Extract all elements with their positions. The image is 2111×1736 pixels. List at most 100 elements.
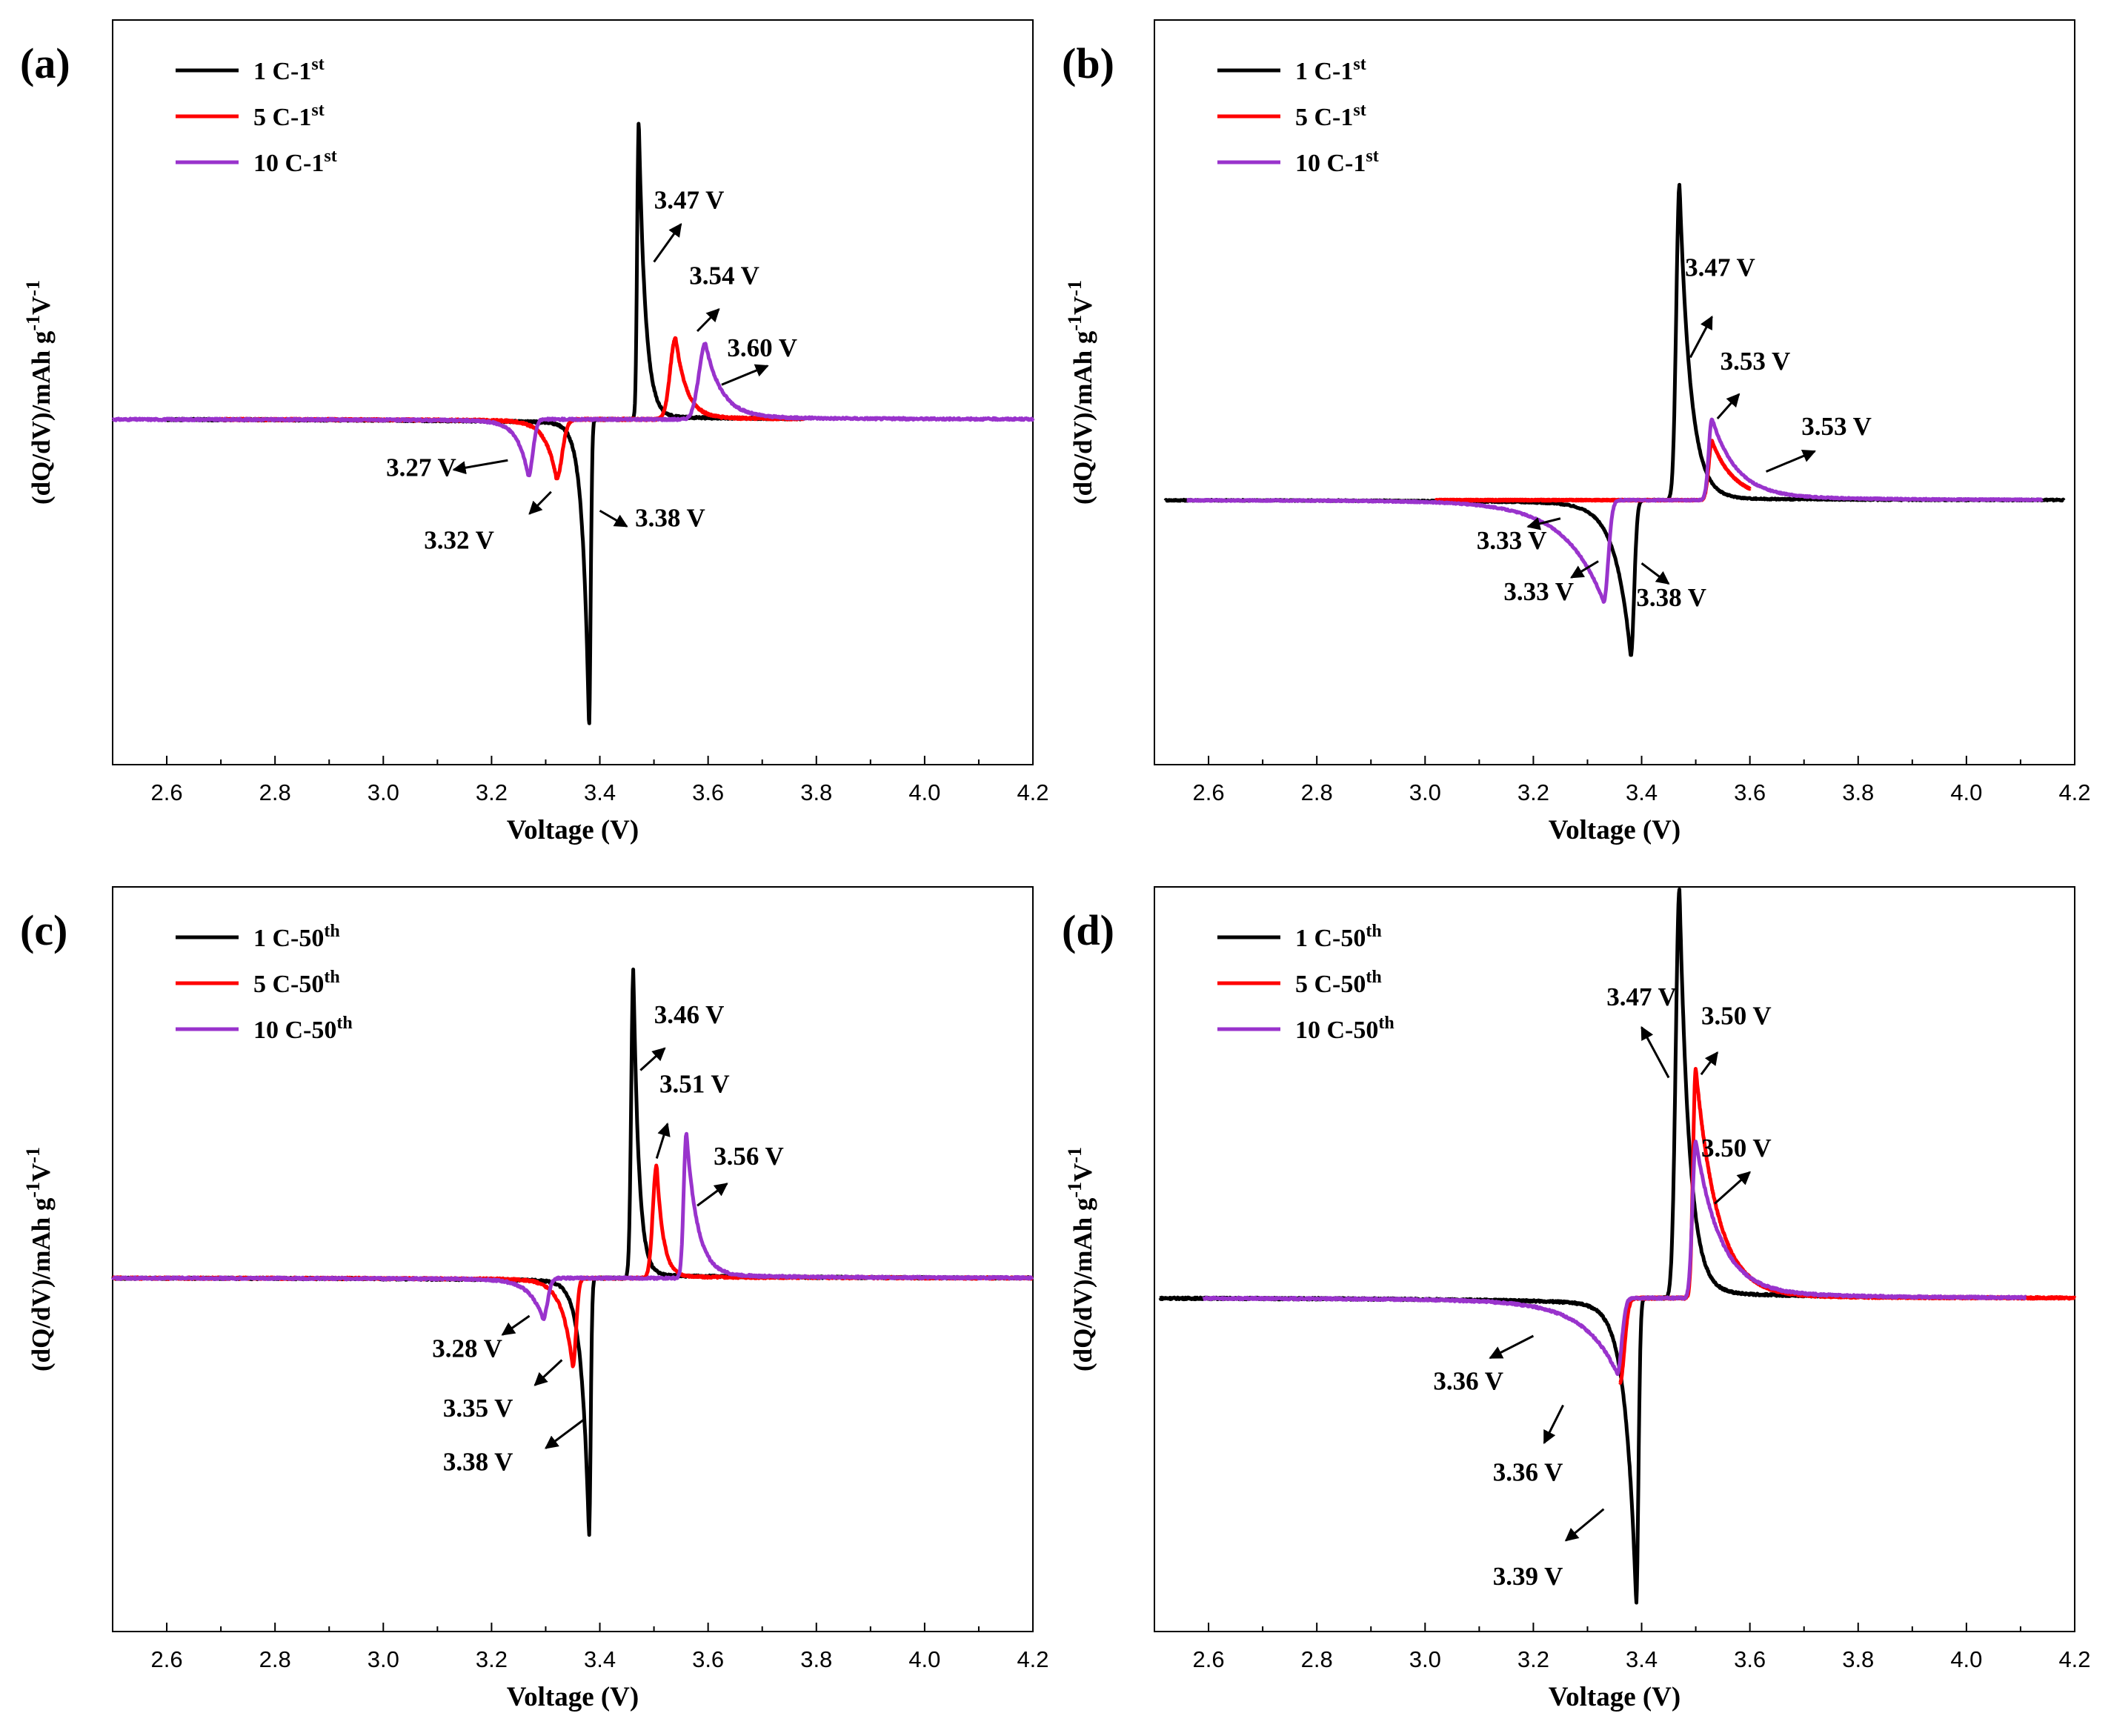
y-axis-label-text: (dQ/dV)/mAh g: [27, 1197, 56, 1371]
x-tick-label: 4.0: [908, 1646, 940, 1672]
legend-label-sup: st: [1353, 101, 1366, 120]
annotation-label: 3.38 V: [635, 504, 705, 533]
legend-label-sup: st: [311, 101, 324, 120]
legend-label: 1 C-50th: [1295, 922, 1382, 952]
x-tick-label: 4.2: [1017, 1646, 1048, 1672]
legend-label-sup: th: [336, 1014, 352, 1033]
annotation-label: 3.32 V: [424, 525, 494, 554]
legend-label: 10 C-1st: [253, 147, 337, 177]
annotation-label: 3.35 V: [443, 1394, 513, 1423]
legend-label-base: 5 C-1: [1295, 104, 1353, 131]
x-tick-label: 4.0: [1950, 779, 1982, 805]
y-axis-label-text: (dQ/dV)/mAh g: [1068, 1197, 1097, 1371]
x-tick-label: 4.0: [1950, 1646, 1982, 1672]
series-line-5C: [111, 1163, 1034, 1368]
x-tick-label: 3.6: [692, 779, 724, 805]
x-tick-label: 3.4: [584, 779, 616, 805]
legend-label-base: 1 C-50: [253, 925, 324, 952]
annotation-arrow: [533, 1359, 563, 1386]
legend-label-base: 10 C-1: [1295, 150, 1366, 177]
x-axis-label: Voltage (V): [507, 1682, 639, 1712]
x-tick-label: 2.6: [1193, 1646, 1225, 1672]
x-tick-label: 4.2: [2058, 779, 2090, 805]
legend-label-base: 5 C-50: [253, 971, 324, 998]
annotation-arrow: [1640, 562, 1670, 585]
annotation-label: 3.46 V: [654, 1000, 725, 1029]
y-axis-label-sup: -1: [1064, 315, 1086, 331]
plot-frame: [112, 886, 1034, 1632]
legend-label-base: 10 C-50: [1295, 1017, 1378, 1044]
annotation-label: 3.36 V: [1433, 1366, 1503, 1395]
legend-label: 10 C-50th: [1295, 1014, 1394, 1044]
annotation-arrow: [1716, 393, 1741, 419]
annotation-arrow: [1543, 1404, 1564, 1445]
x-tick-label: 2.8: [259, 779, 291, 805]
annotation-label: 3.47 V: [1685, 253, 1755, 282]
annotation-arrow: [1489, 1334, 1535, 1360]
annotation-label: 3.38 V: [443, 1447, 513, 1476]
legend-label-base: 5 C-1: [253, 104, 311, 131]
x-tick-label: 3.2: [476, 779, 508, 805]
x-tick-label: 3.0: [1409, 779, 1441, 805]
legend-label-base: 1 C-50: [1295, 925, 1366, 952]
series-line-1C: [1158, 887, 1838, 1605]
y-axis-label: (dQ/dV)/mAh g-1V-1: [22, 280, 56, 505]
x-tick-label: 4.2: [1017, 779, 1048, 805]
x-axis-label: Voltage (V): [507, 815, 639, 845]
annotation-arrow: [1714, 1171, 1751, 1205]
legend-label-base: 5 C-50: [1295, 971, 1366, 998]
y-axis-label: (dQ/dV)/mAh g-1V-1: [1064, 280, 1097, 505]
annotation-arrow: [653, 223, 682, 263]
panel-d: 2.6 2.8 3.0 3.2 3.4 3.6 3.8 4.0 4.2 Voltage (V) (d…: [1062, 886, 2091, 1712]
panel-b: 2.6 2.8 3.0 3.2 3.4 3.6 3.8 4.0 4.2 Voltage (V) (d…: [1062, 19, 2091, 845]
annotation-label: 3.51 V: [659, 1069, 730, 1098]
legend-label: 5 C-1st: [253, 101, 325, 131]
series-line-5C: [219, 336, 808, 481]
x-tick-label: 2.6: [151, 779, 183, 805]
annotation-arrow: [545, 1419, 585, 1449]
x-tick-label: 4.2: [2058, 1646, 2090, 1672]
y-axis-label-unit: V: [27, 296, 56, 315]
y-axis-label: (dQ/dV)/mAh g-1V-1: [22, 1147, 56, 1371]
annotation-label: 3.47 V: [1606, 982, 1677, 1011]
legend-label-sup: th: [1366, 922, 1381, 941]
x-tick-label: 3.8: [800, 1646, 832, 1672]
x-tick-label: 3.0: [1409, 1646, 1441, 1672]
annotation-arrow: [1640, 1025, 1670, 1079]
annotation-label: 3.33 V: [1477, 526, 1547, 555]
x-tick-label: 2.8: [1301, 1646, 1333, 1672]
annotation-arrow: [1700, 1051, 1719, 1076]
panel-label: (d): [1062, 906, 1114, 954]
legend-label: 5 C-1st: [1295, 101, 1366, 131]
annotation-label: 3.50 V: [1701, 1134, 1772, 1163]
annotation-label: 3.33 V: [1503, 577, 1574, 606]
x-tick-label: 3.6: [1734, 1646, 1766, 1672]
x-tick-label: 3.8: [1842, 1646, 1874, 1672]
annotation-arrow: [1689, 315, 1713, 359]
series-line-10C: [1186, 417, 2044, 604]
legend-label-base: 10 C-1: [253, 150, 324, 177]
x-tick-label: 3.4: [1626, 1646, 1658, 1672]
series-line-5C: [1434, 439, 1752, 503]
x-tick-label: 3.8: [800, 779, 832, 805]
annotation-arrow: [696, 307, 720, 333]
series-line-10C: [111, 1131, 1034, 1321]
plot-frame: [1154, 19, 2075, 765]
plot-frame: [1154, 886, 2075, 1632]
x-tick-label: 3.2: [1517, 779, 1549, 805]
x-tick-label: 3.4: [1626, 779, 1658, 805]
x-tick-label: 3.2: [1517, 1646, 1549, 1672]
annotation-arrow: [697, 1183, 728, 1207]
x-tick-label: 3.8: [1842, 779, 1874, 805]
annotation-arrow: [655, 1123, 671, 1159]
panel-label: (b): [1062, 39, 1114, 87]
legend-label-base: 10 C-50: [253, 1017, 336, 1044]
legend-label: 1 C-50th: [253, 922, 340, 952]
x-tick-label: 2.8: [259, 1646, 291, 1672]
annotation-label: 3.60 V: [727, 333, 797, 362]
annotation-arrow: [1526, 517, 1561, 531]
legend-label: 1 C-1st: [253, 55, 325, 85]
panel-c: 2.6 2.8 3.0 3.2 3.4 3.6 3.8 4.0 4.2 Voltage (V) (d…: [20, 886, 1049, 1712]
y-axis-label-unit: V: [27, 1163, 56, 1182]
